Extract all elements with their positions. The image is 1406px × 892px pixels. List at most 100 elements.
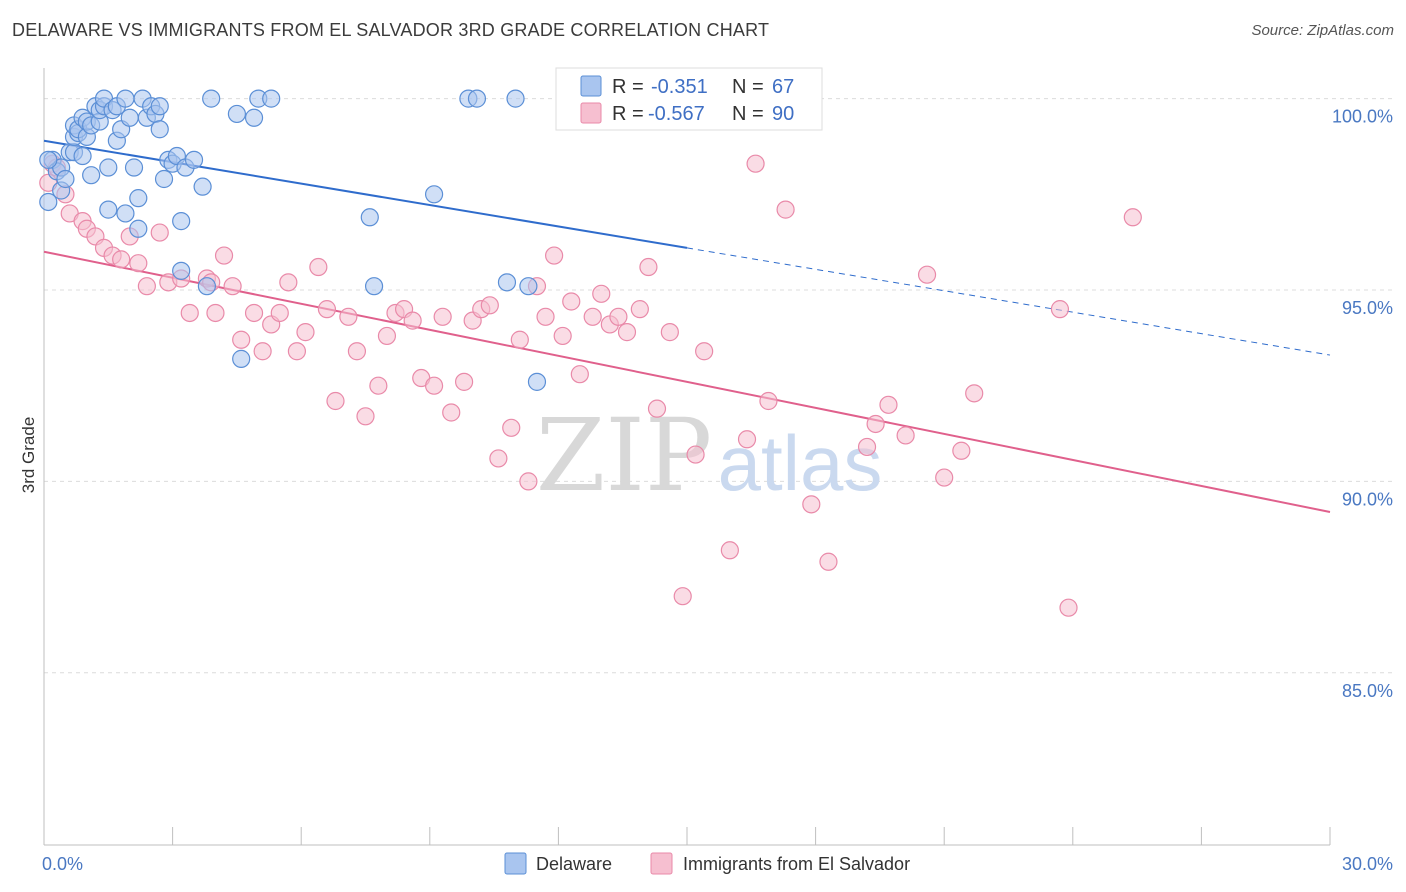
- immigrants-point-17: [180, 303, 199, 323]
- immigrants-point-87: [1050, 300, 1070, 319]
- immigrants-point-55: [536, 307, 555, 326]
- legend-swatch-pink: [580, 102, 602, 124]
- immigrants-point-65: [630, 300, 649, 319]
- delaware-point-41: [154, 169, 174, 189]
- immigrants-point-67: [647, 399, 667, 418]
- delaware-point-55: [262, 89, 281, 108]
- immigrants-point-66: [639, 257, 658, 277]
- immigrants-point-57: [553, 326, 572, 346]
- legend-swatch-blue: [580, 75, 602, 97]
- immigrants-point-59: [570, 365, 589, 384]
- delaware-point-16: [82, 166, 101, 185]
- immigrants-point-63: [609, 307, 628, 326]
- delaware-point-66: [39, 150, 58, 169]
- immigrants-point-68: [660, 323, 679, 342]
- immigrants-point-45: [442, 403, 461, 422]
- immigrants-point-32: [317, 300, 337, 319]
- delaware-point-33: [129, 219, 148, 238]
- immigrants-point-31: [309, 257, 328, 277]
- watermark-zip: ZIP: [536, 397, 712, 514]
- immigrants-point-61: [592, 284, 611, 303]
- immigrants-point-38: [377, 326, 397, 346]
- delaware-point-58: [424, 185, 444, 204]
- delaware-point-30: [116, 204, 135, 223]
- immigrants-point-50: [489, 449, 508, 468]
- delaware-point-65: [172, 261, 191, 280]
- delaware-point-50: [202, 89, 221, 108]
- immigrants-point-73: [737, 430, 757, 449]
- immigrants-point-51: [502, 418, 521, 437]
- delaware-point-0: [39, 192, 58, 212]
- trend-line-delaware: [43, 139, 688, 249]
- delaware-point-51: [227, 104, 246, 124]
- chart-title: DELAWARE VS IMMIGRANTS FROM EL SALVADOR …: [12, 20, 770, 40]
- immigrants-point-80: [866, 414, 885, 434]
- x-tick-labels: 0.0% 30.0%: [42, 854, 1393, 874]
- series-immigrants-points: [39, 154, 1142, 617]
- y-tick-label-2: 90.0%: [1342, 489, 1393, 509]
- bottom-legend-swatch-immigrants: [650, 852, 673, 875]
- immigrants-point-30: [296, 323, 315, 342]
- immigrants-point-82: [896, 426, 915, 445]
- legend-r-value-1: -0.351: [651, 76, 708, 98]
- immigrants-point-14: [150, 223, 169, 242]
- immigrants-point-56: [545, 246, 564, 265]
- delaware-point-23: [99, 158, 118, 177]
- immigrants-point-81: [879, 395, 898, 414]
- immigrants-point-34: [339, 307, 358, 326]
- immigrants-point-89: [1123, 208, 1142, 227]
- immigrants-point-85: [952, 441, 971, 460]
- immigrants-point-33: [326, 391, 345, 411]
- delaware-point-39: [150, 97, 169, 116]
- y-tick-label-0: 100.0%: [1332, 107, 1393, 127]
- immigrants-point-35: [347, 342, 367, 361]
- delaware-point-5: [56, 169, 75, 189]
- immigrants-point-52: [510, 330, 529, 349]
- immigrants-point-58: [562, 292, 581, 311]
- immigrants-point-41: [403, 311, 422, 330]
- immigrants-point-37: [369, 376, 388, 395]
- trend-line-delaware-extension: [686, 247, 1331, 356]
- delaware-point-49: [197, 277, 216, 296]
- y-tick-label-3: 85.0%: [1342, 681, 1393, 701]
- delaware-point-52: [232, 349, 251, 368]
- delaware-point-29: [116, 89, 135, 108]
- immigrants-point-69: [673, 587, 692, 606]
- x-tick-label-1: 30.0%: [1342, 854, 1393, 874]
- immigrants-point-29: [287, 342, 307, 361]
- series-delaware-points: [39, 89, 547, 391]
- delaware-point-47: [184, 150, 204, 169]
- immigrants-point-60: [583, 307, 602, 326]
- immigrants-point-76: [776, 200, 795, 219]
- legend-n-value-1: 67: [772, 76, 794, 98]
- y-tick-label-1: 95.0%: [1342, 298, 1393, 318]
- source-note: Source: ZipAtlas.com: [1251, 22, 1394, 39]
- immigrants-point-77: [802, 495, 821, 514]
- y-tick-labels: 100.0% 95.0% 90.0% 85.0%: [1332, 107, 1393, 701]
- immigrants-point-83: [917, 265, 937, 284]
- delaware-point-34: [129, 189, 148, 208]
- immigrants-point-24: [244, 303, 264, 323]
- trend-lines: [43, 139, 1331, 513]
- delaware-point-32: [124, 158, 144, 177]
- immigrants-point-36: [356, 407, 375, 426]
- legend-r-label-2: R =: [612, 103, 644, 125]
- delaware-point-63: [519, 277, 538, 296]
- bottom-legend-immigrants: Immigrants from El Salvador: [683, 854, 910, 874]
- immigrants-point-10: [112, 250, 131, 269]
- immigrants-point-28: [279, 273, 298, 292]
- immigrants-point-46: [454, 372, 474, 391]
- immigrants-point-75: [759, 391, 778, 411]
- legend-r-label-1: R =: [612, 76, 644, 98]
- delaware-point-56: [360, 208, 379, 227]
- watermark: ZIP atlas: [536, 397, 883, 514]
- immigrants-point-84: [935, 468, 954, 487]
- immigrants-point-70: [686, 445, 705, 464]
- legend-n-value-2: 90: [772, 103, 794, 125]
- immigrants-point-78: [819, 552, 838, 571]
- delaware-point-57: [364, 277, 384, 296]
- immigrants-point-23: [232, 330, 251, 349]
- delaware-point-62: [506, 89, 525, 108]
- y-axis-label: 3rd Grade: [19, 417, 38, 494]
